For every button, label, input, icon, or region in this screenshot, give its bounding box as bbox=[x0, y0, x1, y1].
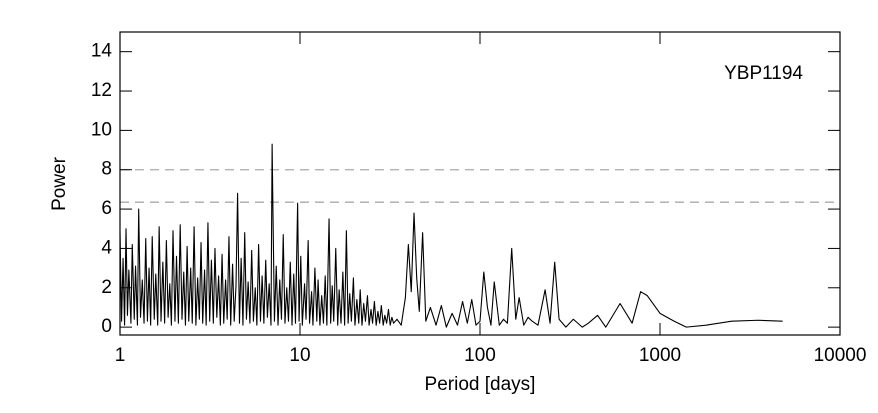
y-tick-label: 2 bbox=[101, 277, 112, 298]
x-tick-label: 1 bbox=[115, 345, 126, 366]
y-tick-label: 10 bbox=[91, 119, 112, 140]
x-tick-label: 10000 bbox=[814, 345, 867, 366]
annotation: YBP1194 bbox=[724, 63, 803, 84]
y-tick-label: 0 bbox=[101, 316, 112, 337]
x-tick-label: 100 bbox=[464, 345, 496, 366]
periodogram-line bbox=[119, 143, 783, 328]
y-axis-label: Power bbox=[49, 156, 70, 211]
y-tick-label: 6 bbox=[101, 198, 112, 219]
y-tick-label: 14 bbox=[91, 41, 113, 62]
x-axis-label: Period [days] bbox=[425, 374, 536, 395]
y-tick-label: 4 bbox=[101, 237, 112, 258]
y-tick-label: 12 bbox=[91, 80, 112, 101]
x-tick-label: 1000 bbox=[639, 345, 681, 366]
y-tick-label: 8 bbox=[101, 159, 112, 180]
x-tick-label: 10 bbox=[289, 345, 310, 366]
